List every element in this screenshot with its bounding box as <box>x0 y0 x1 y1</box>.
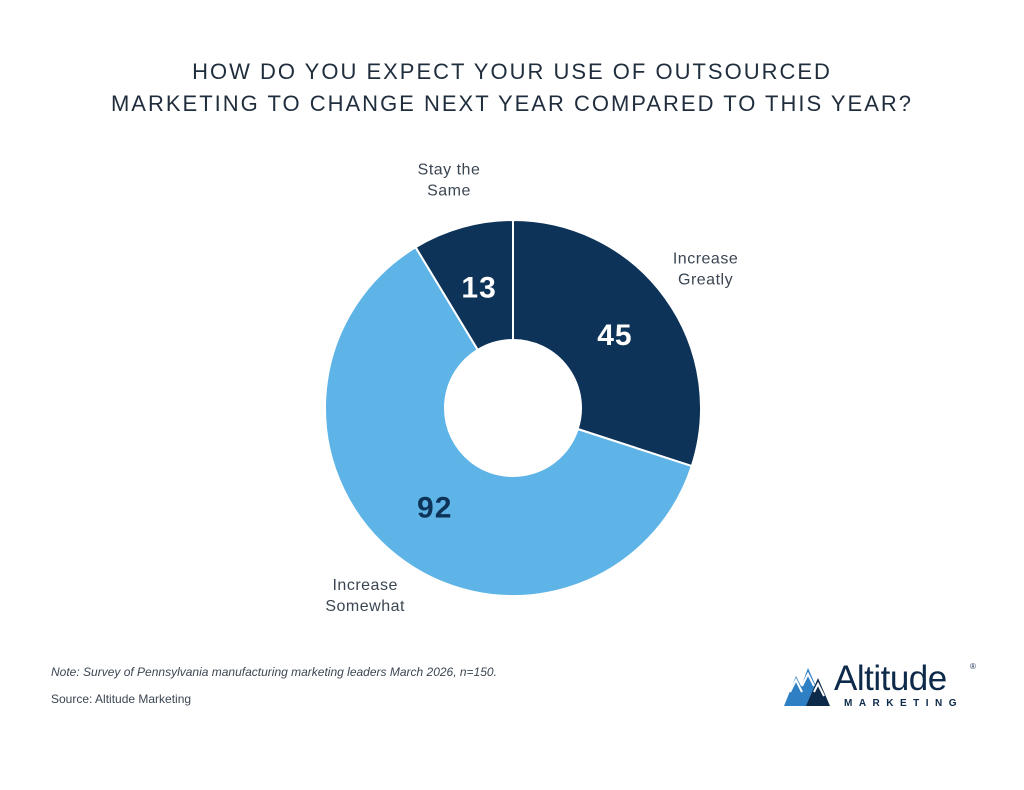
mountain-logo-icon <box>784 668 830 706</box>
source-text: Source: Altitude Marketing <box>51 692 192 706</box>
logo-name: Altitude <box>834 659 947 698</box>
survey-note: Note: Survey of Pennsylvania manufacturi… <box>51 665 497 679</box>
slice-category-label: Stay the Same <box>418 161 481 199</box>
slice-category-label: Increase Somewhat <box>325 577 405 615</box>
logo-subtitle: MARKETING <box>844 698 964 709</box>
donut-slice-0 <box>512 218 702 468</box>
donut-slice-1 <box>324 245 694 597</box>
chart-title-line-2: MARKETING TO CHANGE NEXT YEAR COMPARED T… <box>110 91 914 116</box>
slice-value-label: 13 <box>461 272 496 305</box>
slice-value-label: 92 <box>417 492 452 525</box>
altitude-logo: Altitude ® MARKETING <box>782 660 982 712</box>
slice-value-label: 45 <box>597 319 632 352</box>
slice-category-label: Increase Greatly <box>673 251 738 289</box>
chart-title-line-1: HOW DO YOU EXPECT YOUR USE OF OUTSOURCED <box>192 59 832 84</box>
chart-title: HOW DO YOU EXPECT YOUR USE OF OUTSOURCED… <box>0 56 1024 120</box>
logo-registered-mark: ® <box>970 662 976 671</box>
donut-slice-2 <box>414 218 514 352</box>
